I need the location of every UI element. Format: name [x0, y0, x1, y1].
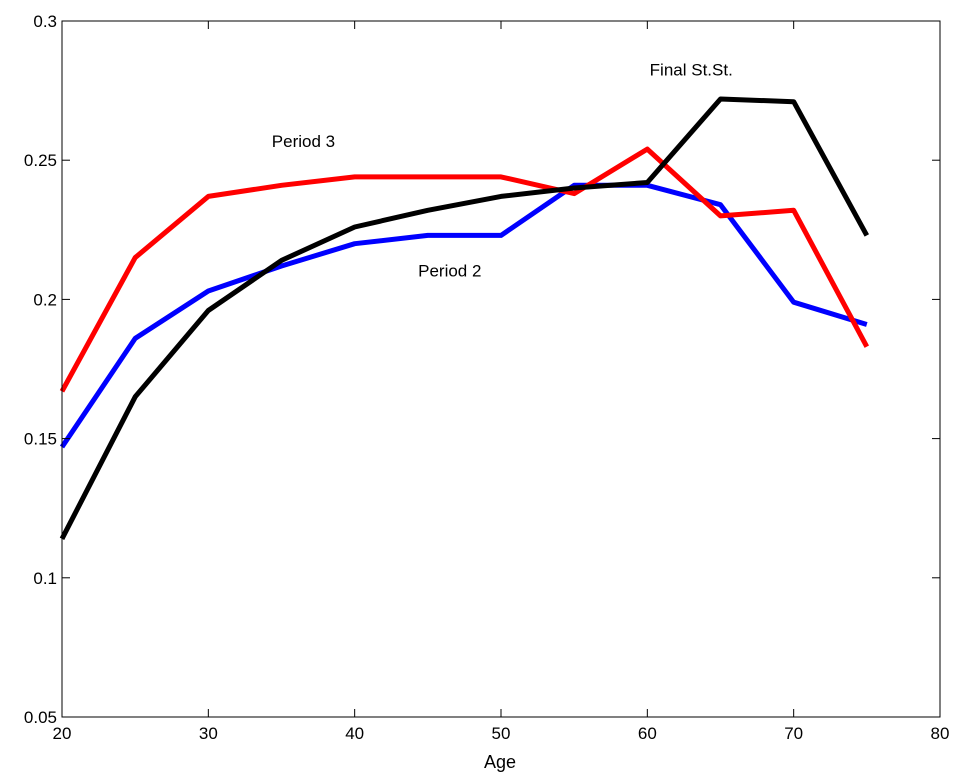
x-axis-title: Age — [484, 752, 516, 772]
x-tick-label: 80 — [931, 724, 950, 743]
series-annotation: Period 3 — [272, 132, 335, 151]
x-tick-label: 20 — [53, 724, 72, 743]
series-line-2 — [59, 146, 870, 393]
y-tick-label: 0.25 — [24, 151, 57, 170]
x-tick-label: 70 — [784, 724, 803, 743]
x-tick-label: 60 — [638, 724, 657, 743]
y-tick-label: 0.05 — [24, 708, 57, 727]
y-tick-label: 0.1 — [33, 569, 57, 588]
x-tick-label: 30 — [199, 724, 218, 743]
x-tick-label: 50 — [492, 724, 511, 743]
y-tick-label: 0.2 — [33, 290, 57, 309]
series-annotation: Final St.St. — [650, 60, 733, 79]
series-lines — [59, 96, 870, 540]
series-annotation: Period 2 — [418, 261, 481, 280]
axis-ticks: 20 30 40 50 60 70 80 0.05 0.1 0.15 0.2 0.25 0.3 — [24, 12, 950, 743]
annotations: Period 3 Period 2 Final St.St. — [272, 60, 733, 280]
series-line-1 — [59, 182, 868, 449]
y-tick-label: 0.3 — [33, 12, 57, 31]
x-tick-label: 40 — [345, 724, 364, 743]
series-line-3 — [59, 96, 869, 540]
y-tick-label: 0.15 — [24, 430, 57, 449]
